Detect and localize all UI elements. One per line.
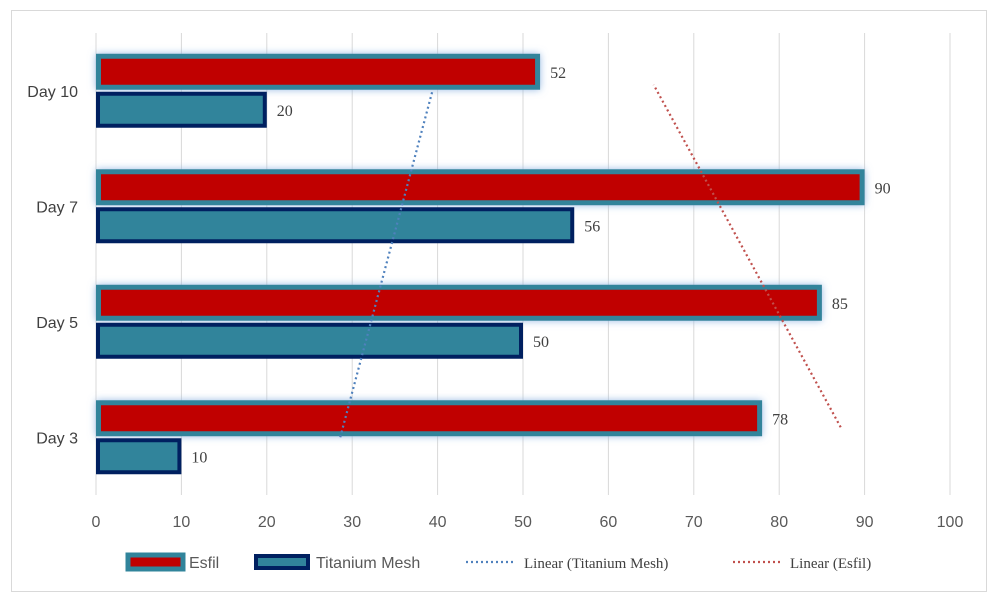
- bar-titanium-mesh: [96, 91, 267, 128]
- x-tick-label: 50: [514, 514, 532, 531]
- x-tick-label: 20: [258, 514, 276, 531]
- legend-label-linear-esfil: Linear (Esfil): [790, 556, 871, 572]
- category-label: Day 5: [36, 315, 78, 332]
- data-label: 78: [772, 411, 788, 428]
- data-label: 50: [533, 334, 549, 351]
- data-label: 85: [832, 296, 848, 313]
- bar-esfil: [96, 53, 541, 90]
- trendline-titanium-mesh: [339, 90, 434, 438]
- bar-esfil: [96, 169, 865, 206]
- data-labels: 78 85 90 52 10 50 56 20: [191, 65, 890, 467]
- data-label: 10: [191, 449, 207, 466]
- data-label: 90: [875, 180, 891, 197]
- x-tick-label: 70: [685, 514, 703, 531]
- data-label: 52: [550, 65, 566, 82]
- category-label: Day 3: [36, 430, 78, 447]
- x-tick-label: 10: [173, 514, 191, 531]
- bar-esfil: [96, 284, 822, 321]
- category-label: Day 10: [27, 84, 78, 101]
- bar-titanium-mesh: [96, 207, 575, 244]
- legend-label-titanium-mesh: Titanium Mesh: [316, 555, 420, 572]
- legend-swatch-esfil: [125, 552, 186, 572]
- trendlines: [339, 84, 842, 438]
- x-tick-label: 60: [600, 514, 618, 531]
- bar-titanium-mesh: [96, 322, 523, 359]
- x-tick-label: 0: [92, 514, 101, 531]
- data-label: 56: [584, 218, 600, 235]
- x-axis-ticks: 0 10 20 30 40 50 60 70 80 90 100: [92, 514, 964, 531]
- y-axis-categories: Day 3 Day 5 Day 7 Day 10: [27, 84, 78, 448]
- bar-esfil: [96, 400, 763, 437]
- legend-label-linear-titanium-mesh: Linear (Titanium Mesh): [524, 556, 668, 572]
- x-tick-label: 30: [343, 514, 361, 531]
- legend-swatch-titanium-mesh: [254, 554, 310, 570]
- bars: [96, 53, 865, 475]
- x-tick-label: 40: [429, 514, 447, 531]
- x-tick-label: 100: [937, 514, 964, 531]
- x-tick-label: 90: [856, 514, 874, 531]
- legend-label-esfil: Esfil: [189, 555, 219, 572]
- data-label: 20: [277, 103, 293, 120]
- x-tick-label: 80: [770, 514, 788, 531]
- legend: Esfil Titanium Mesh Linear (Titanium Mesh)…: [125, 552, 871, 572]
- bar-titanium-mesh: [96, 438, 182, 475]
- category-label: Day 7: [36, 199, 78, 216]
- trendline-esfil: [652, 84, 842, 428]
